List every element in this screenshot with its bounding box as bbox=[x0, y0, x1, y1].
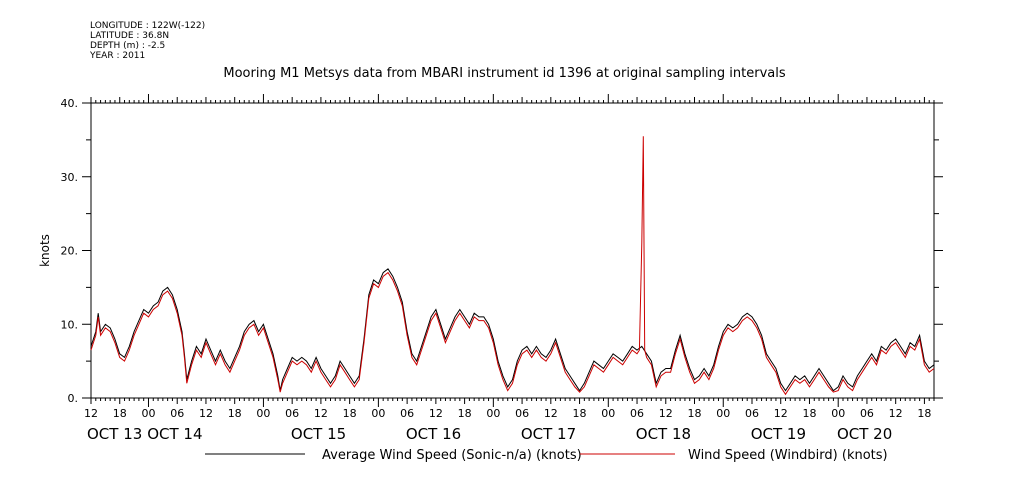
x-date-label: OCT 14 bbox=[147, 425, 202, 443]
y-tick-label: 0. bbox=[68, 392, 79, 405]
y-axis-label: knots bbox=[38, 234, 52, 267]
longitude-text: LONGITUDE : 122W(-122) bbox=[90, 21, 206, 31]
x-hour-label: 12 bbox=[84, 407, 98, 420]
x-hour-label: 18 bbox=[458, 407, 472, 420]
label-layer: 0. 10. 20. 30. 40. 12 18 00 06 12 18 00 06 12 18 00 06 12… bbox=[38, 97, 931, 443]
y-tick-label: 40. bbox=[61, 97, 79, 110]
x-hour-label: 06 bbox=[400, 407, 414, 420]
x-date-label: OCT 15 bbox=[291, 425, 346, 443]
y-tick-label: 10. bbox=[61, 318, 79, 331]
x-date-label: OCT 16 bbox=[406, 425, 461, 443]
axes-layer bbox=[82, 94, 943, 407]
year-text: YEAR : 2011 bbox=[90, 51, 146, 61]
x-date-label: OCT 20 bbox=[837, 425, 892, 443]
x-hour-label: 18 bbox=[573, 407, 587, 420]
x-hour-label: 12 bbox=[889, 407, 903, 420]
y-tick-label: 20. bbox=[61, 245, 79, 258]
series-layer bbox=[90, 136, 935, 396]
legend-windbird-label: Wind Speed (Windbird) (knots) bbox=[688, 448, 888, 463]
y-tick-label: 30. bbox=[61, 171, 79, 184]
x-hour-label: 12 bbox=[659, 407, 673, 420]
x-hour-label: 06 bbox=[170, 407, 184, 420]
legend: Average Wind Speed (Sonic-n/a) (knots) W… bbox=[205, 448, 888, 463]
plot-frame bbox=[90, 102, 935, 399]
series-line-average-wind-speed bbox=[90, 268, 935, 392]
x-date-label: OCT 17 bbox=[521, 425, 576, 443]
legend-average-label: Average Wind Speed (Sonic-n/a) (knots) bbox=[322, 448, 582, 463]
x-hour-label: 12 bbox=[429, 407, 443, 420]
x-hour-label: 00 bbox=[256, 407, 270, 420]
x-hour-label: 00 bbox=[831, 407, 845, 420]
x-hour-label: 06 bbox=[515, 407, 529, 420]
series-line-windbird-wind-speed bbox=[90, 136, 935, 396]
x-hour-label: 18 bbox=[688, 407, 702, 420]
x-hour-label: 12 bbox=[774, 407, 788, 420]
x-hour-label: 00 bbox=[716, 407, 730, 420]
x-hour-label: 12 bbox=[199, 407, 213, 420]
x-hour-label: 18 bbox=[917, 407, 931, 420]
x-hour-label: 18 bbox=[228, 407, 242, 420]
x-hour-label: 18 bbox=[802, 407, 816, 420]
x-hour-label: 06 bbox=[860, 407, 874, 420]
x-hour-label: 12 bbox=[544, 407, 558, 420]
x-hour-label: 06 bbox=[285, 407, 299, 420]
latitude-text: LATITUDE : 36.8N bbox=[90, 31, 170, 41]
x-hour-label: 06 bbox=[745, 407, 759, 420]
x-date-label: OCT 18 bbox=[636, 425, 691, 443]
x-hour-label: 18 bbox=[343, 407, 357, 420]
x-hour-label: 12 bbox=[314, 407, 328, 420]
chart-title: Mooring M1 Metsys data from MBARI instru… bbox=[223, 66, 786, 81]
x-hour-label: 18 bbox=[113, 407, 127, 420]
depth-text: DEPTH (m) : -2.5 bbox=[90, 41, 166, 51]
x-hour-label: 00 bbox=[371, 407, 385, 420]
x-date-label: OCT 19 bbox=[751, 425, 806, 443]
x-hour-label: 00 bbox=[601, 407, 615, 420]
metadata-block: LONGITUDE : 122W(-122) LATITUDE : 36.8N … bbox=[90, 21, 205, 61]
x-hour-label: 00 bbox=[141, 407, 155, 420]
x-hour-label: 00 bbox=[486, 407, 500, 420]
x-hour-label: 06 bbox=[630, 407, 644, 420]
x-date-label: OCT 13 bbox=[87, 425, 142, 443]
